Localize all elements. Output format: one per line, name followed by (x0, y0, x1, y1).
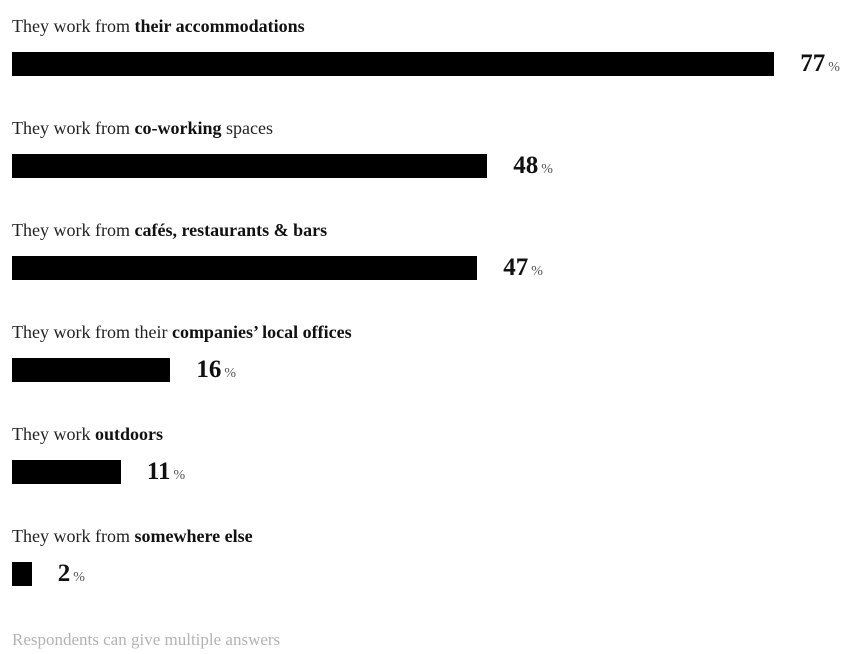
category-label-text: They work from their (12, 322, 172, 342)
data-label: 48% (513, 152, 553, 184)
category-label-text: They work from (12, 220, 135, 240)
data-label-value: 16 (196, 356, 222, 383)
data-label: 11% (147, 458, 185, 490)
bar-row: They work from somewhere else 2% (12, 524, 842, 624)
data-label: 77% (800, 50, 840, 82)
category-label: They work from cafés, restaurants & bars (12, 218, 327, 242)
data-label-unit: % (224, 366, 237, 381)
data-label-value: 48 (513, 152, 539, 179)
category-label: They work from somewhere else (12, 524, 253, 548)
bar (12, 460, 121, 484)
data-label: 16% (196, 356, 236, 388)
data-label-unit: % (541, 162, 553, 177)
footnote: Respondents can give multiple answers (12, 630, 281, 649)
bar-row: They work outdoors 11% (12, 422, 842, 522)
bar (12, 358, 171, 382)
category-label-text: They work from (12, 118, 135, 138)
category-label-emphasis: outdoors (94, 424, 163, 444)
category-label-text: They work from (12, 16, 135, 36)
category-label-text: They work (12, 424, 95, 444)
category-label: They work outdoors (12, 422, 163, 446)
bar (12, 256, 478, 280)
data-label-unit: % (531, 264, 543, 279)
bar (12, 154, 488, 178)
bar (12, 52, 775, 76)
data-label-value: 77 (800, 50, 826, 77)
data-label-unit: % (73, 570, 85, 585)
category-label: They work from co-working spaces (12, 116, 273, 140)
bar-row: They work from cafés, restaurants & bars… (12, 218, 842, 318)
bar-row: They work from their companies’ local of… (12, 320, 842, 420)
category-label: They work from their accommodations (12, 14, 305, 38)
category-label-text: They work from (12, 526, 135, 546)
data-label: 2% (58, 560, 85, 592)
category-label-emphasis: co-working (134, 118, 222, 138)
category-label-emphasis: cafés, restaurants & bars (134, 220, 328, 240)
data-label-value: 11 (146, 458, 171, 485)
bar (12, 562, 32, 586)
data-label-unit: % (173, 468, 186, 483)
data-label-value: 47 (503, 254, 529, 281)
bar-row: They work from their accommodations 77% (12, 14, 842, 114)
data-label: 47% (503, 254, 543, 286)
category-label-emphasis: their accommodations (134, 16, 305, 36)
category-label-emphasis: somewhere else (134, 526, 253, 546)
category-label-emphasis: companies’ local offices (171, 322, 352, 342)
bar-row: They work from co-working spaces 48% (12, 116, 842, 216)
category-label-text: spaces (221, 118, 273, 138)
data-label-unit: % (828, 60, 840, 75)
category-label: They work from their companies’ local of… (12, 320, 352, 344)
data-label-value: 2 (57, 560, 71, 587)
